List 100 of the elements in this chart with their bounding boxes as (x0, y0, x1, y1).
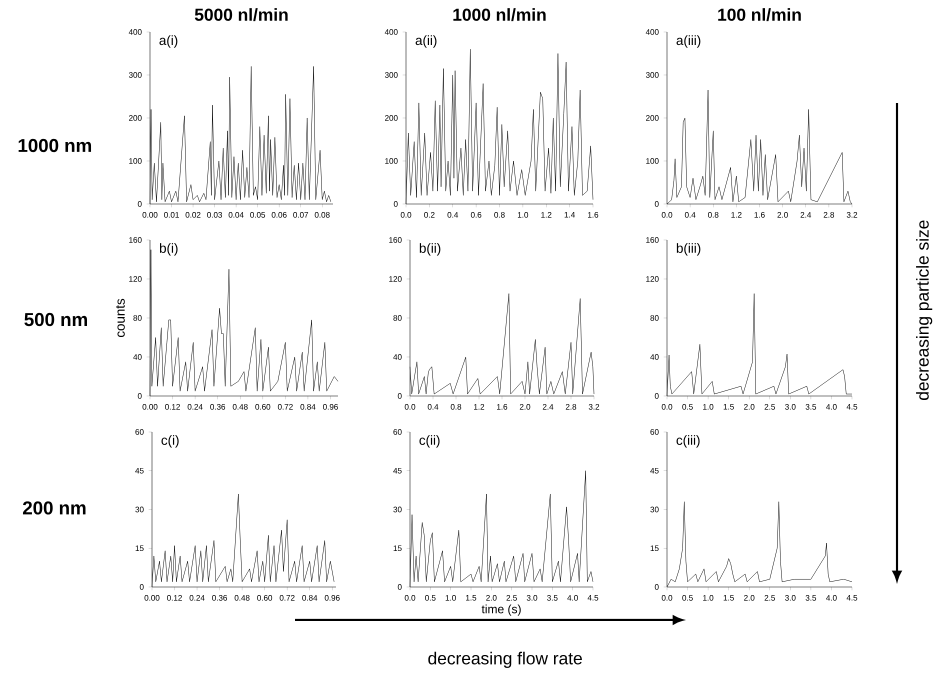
x-tick-label: 4.5 (588, 595, 598, 601)
y-tick-label: 100 (129, 158, 142, 164)
x-tick-label: 1.6 (754, 212, 765, 218)
y-axis-title: counts (116, 298, 125, 338)
x-tick-label: 0.24 (190, 595, 205, 601)
x-tick-label: 0.00 (142, 212, 158, 218)
y-tick-label: 120 (129, 276, 142, 282)
x-tick-label: 0.0 (400, 212, 412, 218)
y-tick-label: 0 (654, 393, 659, 399)
x-tick-label: 0.08 (314, 212, 330, 218)
chart-title: 100 nl/min (718, 8, 801, 22)
x-tick-label: 0.12 (167, 595, 182, 601)
text: 1000 nm (18, 138, 92, 152)
x-tick-label: 0.60 (255, 404, 270, 410)
x-tick-label: 4.5 (846, 595, 858, 601)
x-tick-label: 1.0 (518, 212, 528, 218)
y-tick-label: 30 (135, 506, 144, 512)
y-tick-label: 40 (393, 354, 402, 360)
x-tick-label: 1.2 (731, 212, 742, 218)
y-tick-label: 60 (393, 429, 402, 435)
y-tick-label: 80 (650, 315, 659, 321)
y-tick-label: 30 (393, 506, 402, 512)
y-tick-label: 300 (646, 72, 659, 78)
x-tick-label: 0.05 (250, 212, 266, 218)
x-tick-label: 0.01 (164, 212, 179, 218)
text: 500 nm (24, 312, 87, 326)
x-tick-label: 0.0 (404, 404, 416, 410)
text: decreasing flow rate (428, 652, 582, 668)
x-tick-label: 2.4 (542, 404, 554, 410)
x-tick-label: 0.07 (293, 212, 308, 218)
y-tick-label: 15 (394, 545, 402, 552)
x-tick-label: 0.36 (210, 404, 226, 410)
x-tick-label: 0.0 (662, 212, 672, 218)
x-tick-label: 2.0 (520, 404, 530, 410)
x-tick-label: 0.0 (404, 595, 416, 601)
x-tick-label: 1.5 (466, 595, 476, 601)
x-tick-label: 3.2 (588, 404, 600, 410)
x-tick-label: 0.72 (280, 595, 295, 601)
y-tick-label: 160 (129, 237, 142, 243)
y-tick-label: 45 (650, 468, 659, 474)
y-tick-label: 400 (128, 29, 142, 35)
x-tick-label: 2.4 (800, 212, 812, 218)
x-tick-label: 0.0 (662, 404, 672, 410)
x-tick-label: 0.84 (300, 404, 316, 410)
y-tick-label: 80 (393, 315, 402, 321)
annotation: c(ii) (419, 435, 440, 448)
y-tick-label: 160 (646, 237, 659, 243)
x-tick-label: 0.00 (142, 404, 158, 410)
y-tick-label: 0 (654, 201, 659, 207)
x-tick-label: 0.72 (278, 404, 293, 410)
y-tick-label: 0 (138, 393, 142, 399)
y-tick-label: 0 (138, 201, 142, 207)
x-tick-label: 0.8 (708, 212, 718, 218)
y-tick-label: 200 (646, 115, 659, 121)
x-tick-label: 3.2 (846, 212, 858, 218)
x-tick-label: 0.4 (684, 212, 696, 218)
x-tick-label: 0.4 (448, 212, 458, 218)
y-tick-label: 100 (385, 158, 398, 164)
y-tick-label: 15 (136, 545, 144, 552)
annotation: c(i) (162, 435, 179, 448)
x-tick-label: 0.6 (470, 212, 482, 218)
x-tick-label: 0.2 (424, 212, 435, 218)
x-tick-label: 0.96 (324, 595, 340, 601)
x-tick-label: 0.8 (494, 212, 505, 218)
x-tick-label: 2.8 (566, 404, 576, 410)
y-tick-label: 0 (394, 201, 398, 207)
x-tick-label: 0.36 (212, 595, 228, 601)
x-tick-label: 0.96 (323, 404, 338, 410)
y-tick-label: 40 (650, 354, 659, 360)
y-tick-label: 60 (135, 429, 144, 435)
x-tick-label: 0.03 (207, 212, 222, 218)
annotation: a(i) (159, 35, 178, 48)
x-tick-label: 2.5 (764, 595, 776, 601)
x-tick-label: 4.0 (826, 404, 837, 410)
y-tick-label: 80 (133, 315, 142, 321)
x-tick-label: 2.0 (744, 404, 754, 410)
x-tick-label: 0.48 (234, 595, 250, 601)
x-tick-label: 1.0 (703, 404, 714, 410)
annotation: a(iii) (676, 35, 700, 48)
x-tick-label: 1.2 (541, 212, 552, 218)
x-tick-label: 0.5 (682, 595, 693, 601)
y-tick-label: 120 (646, 276, 659, 282)
annotation: b(ii) (420, 243, 440, 256)
x-tick-label: 2.0 (777, 212, 788, 218)
annotation: a(ii) (416, 35, 436, 48)
x-tick-label: 1.6 (588, 212, 598, 218)
x-tick-label: 4.0 (826, 595, 837, 601)
x-tick-label: 2.0 (744, 595, 754, 601)
x-tick-label: 0.02 (186, 212, 200, 218)
x-tick-label: 0.12 (165, 404, 180, 410)
y-tick-label: 120 (389, 276, 402, 282)
x-tick-label: 3.5 (547, 595, 558, 601)
y-tick-label: 100 (646, 158, 659, 164)
x-tick-label: 3.0 (785, 404, 796, 410)
y-tick-label: 300 (384, 72, 398, 78)
annotation: b(i) (160, 243, 178, 256)
x-axis-title: time (s) (482, 604, 521, 616)
annotation: b(iii) (676, 243, 700, 256)
y-tick-label: 300 (128, 72, 142, 78)
x-tick-label: 0.04 (228, 212, 244, 218)
